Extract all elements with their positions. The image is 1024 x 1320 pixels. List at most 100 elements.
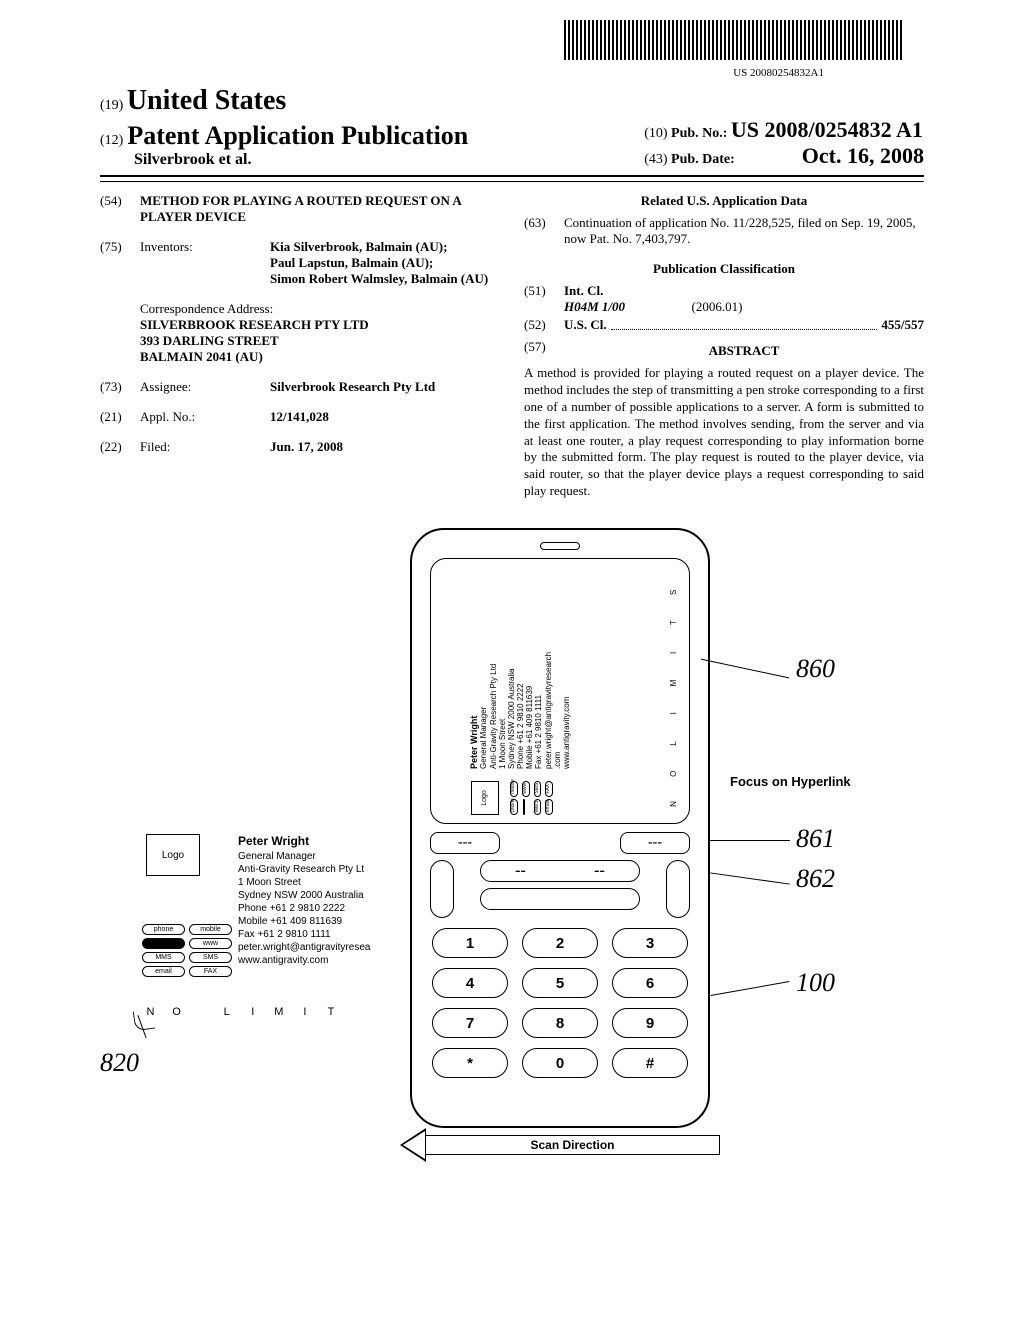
business-card: Logo Peter Wright General Manager Anti-G… <box>140 828 400 1018</box>
pubdate-label: Pub. Date: <box>671 152 735 167</box>
screen-card: Logo phone mobile www MMS SMS email FAX <box>469 565 679 817</box>
ref-100: 100 <box>796 968 835 998</box>
leader-861 <box>710 840 790 841</box>
screen-addr2: Sydney NSW 2000 Australia <box>507 652 516 769</box>
pill-focus <box>523 799 525 815</box>
card-web: www.antigravity.com <box>238 954 370 967</box>
focus-hyperlink-label: Focus on Hyperlink <box>730 774 851 789</box>
card-name: Peter Wright <box>238 834 370 850</box>
key-5: 5 <box>522 968 598 998</box>
field-57-num: (57) <box>524 339 564 365</box>
field-73-num: (73) <box>100 379 140 395</box>
card-ruler: N O L I M I T <box>140 1006 342 1018</box>
card-btn-phone: phone <box>142 924 185 935</box>
biblio-columns: (54) METHOD FOR PLAYING A ROUTED REQUEST… <box>100 193 924 500</box>
country: United States <box>127 85 286 116</box>
dpad-top: ---- <box>480 860 640 882</box>
key-3: 3 <box>612 928 688 958</box>
left-column: (54) METHOD FOR PLAYING A ROUTED REQUEST… <box>100 193 500 500</box>
screen-web: www.antigravity.com <box>562 652 571 769</box>
screen-email-a: peter.wright@antigravityresearch <box>544 652 553 769</box>
phone-speaker <box>540 542 580 550</box>
key-4: 4 <box>432 968 508 998</box>
corr-line-3: BALMAIN 2041 (AU) <box>140 349 500 365</box>
ref-860: 860 <box>796 654 835 684</box>
authors-line: Silverbrook et al. <box>134 151 251 168</box>
screen-ruler: N O L I M I T S <box>669 565 679 817</box>
leader-862 <box>710 873 789 885</box>
screen-fax: Fax +61 2 9810 1111 <box>534 652 543 769</box>
key-8: 8 <box>522 1008 598 1038</box>
field-19-num: (19) <box>100 98 123 113</box>
card-buttons: phone mobile www MMS SMS email FAX <box>142 924 232 977</box>
pub-number: US 2008/0254832 A1 <box>731 117 923 142</box>
intcl-code: H04M 1/00 <box>564 299 625 314</box>
card-btn-mms: MMS <box>142 952 185 963</box>
scan-direction-label: Scan Direction <box>426 1135 720 1155</box>
card-company: Anti-Gravity Research Pty Lt <box>238 863 370 876</box>
related-data-heading: Related U.S. Application Data <box>524 193 924 209</box>
pub-classification-heading: Publication Classification <box>524 261 924 277</box>
field-21-num: (21) <box>100 409 140 425</box>
leader-860 <box>701 659 789 679</box>
correspondence-label: Correspondence Address: <box>140 301 500 317</box>
screen-name: Peter Wright <box>469 652 479 769</box>
abstract-text: A method is provided for playing a route… <box>524 365 924 500</box>
field-51-num: (51) <box>524 283 564 315</box>
ref-861: 861 <box>796 824 835 854</box>
figure: Logo Peter Wright General Manager Anti-G… <box>100 528 924 1168</box>
ruler-o: O <box>166 1006 188 1018</box>
invention-title: METHOD FOR PLAYING A ROUTED REQUEST ON A… <box>140 193 500 225</box>
key-star: * <box>432 1048 508 1078</box>
barcode-text: US 20080254832A1 <box>100 67 904 79</box>
assignee-label: Assignee: <box>140 379 270 395</box>
header: (19) United States (12) Patent Applicati… <box>100 85 924 169</box>
ruler-i2: I <box>294 1006 316 1018</box>
card-addr2: Sydney NSW 2000 Australia <box>238 889 370 902</box>
softkey-right: --- <box>620 832 690 854</box>
pill-mms: MMS <box>534 799 542 815</box>
dpad-bottom <box>480 888 640 910</box>
ruler-i: I <box>242 1006 264 1018</box>
screen-pills: phone mobile www MMS SMS email FAX <box>507 773 554 815</box>
intcl-year: (2006.01) <box>692 299 743 314</box>
card-btn-email: email <box>142 966 185 977</box>
uscl-label: U.S. Cl. <box>564 317 607 333</box>
dpad: ---- <box>430 860 690 920</box>
ref-862: 862 <box>796 864 835 894</box>
pub-date: Oct. 16, 2008 <box>802 143 924 168</box>
card-btn-sms: SMS <box>189 952 232 963</box>
corr-line-2: 393 DARLING STREET <box>140 333 500 349</box>
key-1: 1 <box>432 928 508 958</box>
pill-phone: phone <box>510 799 518 815</box>
pill-fax: FAX <box>545 781 553 797</box>
filed-label: Filed: <box>140 439 270 455</box>
card-phone: Phone +61 2 9810 2222 <box>238 902 370 915</box>
card-role: General Manager <box>238 850 370 863</box>
barcode-graphic <box>564 20 904 60</box>
intcl-label: Int. Cl. <box>564 283 603 298</box>
sr-t: T <box>669 608 678 636</box>
sr-o: O <box>669 759 678 787</box>
key-9: 9 <box>612 1008 688 1038</box>
card-fax: Fax +61 2 9810 1111 <box>238 928 370 941</box>
screen-role: General Manager <box>479 652 488 769</box>
barcode-block: US 20080254832A1 <box>100 20 924 79</box>
sr-i2: I <box>669 638 678 666</box>
card-btn-blank <box>142 938 185 949</box>
field-63-num: (63) <box>524 215 564 247</box>
sr-s: S <box>669 577 678 605</box>
continuation-text: Continuation of application No. 11/228,5… <box>564 215 924 247</box>
pubno-label: Pub. No.: <box>671 126 727 141</box>
rule-thin <box>100 181 924 183</box>
appl-no: 12/141,028 <box>270 409 500 425</box>
patent-page: US 20080254832A1 (19) United States (12)… <box>0 0 1024 1188</box>
key-2: 2 <box>522 928 598 958</box>
screen-addr1: 1 Moon Street <box>498 652 507 769</box>
key-0: 0 <box>522 1048 598 1078</box>
pill-email: email <box>545 799 553 815</box>
field-54-num: (54) <box>100 193 140 225</box>
inventor-1: Kia Silverbrook, Balmain (AU); <box>270 239 500 255</box>
card-curl <box>133 1009 156 1032</box>
sr-n: N <box>669 789 678 817</box>
